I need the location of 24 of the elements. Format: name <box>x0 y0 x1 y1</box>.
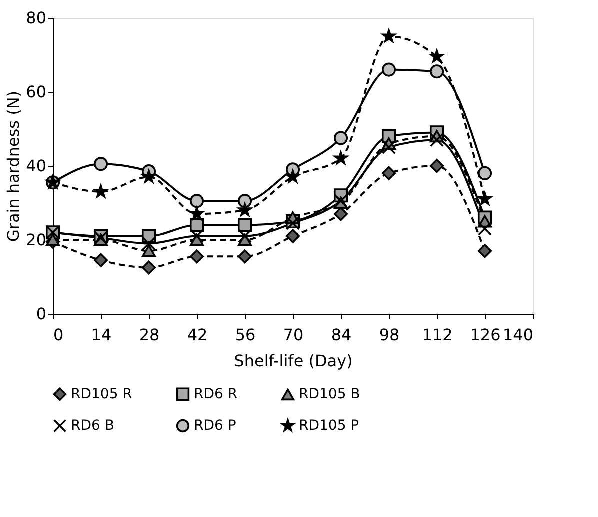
x-tick-label: 140 <box>502 326 534 344</box>
x-tick-label: 56 <box>235 326 256 344</box>
y-tick-label: 0 <box>36 304 46 324</box>
x-tick-label: 112 <box>422 326 453 344</box>
x-tick-label: 98 <box>379 326 400 344</box>
legend-label: RD105 P <box>299 418 360 434</box>
y-tick-label: 40 <box>26 156 46 176</box>
x-tick-label: 42 <box>187 326 208 344</box>
legend-label: RD105 R <box>71 386 133 402</box>
y-axis-title: Grain hardness (N) <box>4 90 24 242</box>
legend-label: RD6 B <box>71 418 114 434</box>
y-tick-label: 60 <box>26 82 46 102</box>
y-tick-label: 20 <box>26 230 46 250</box>
legend-label: RD6 P <box>194 418 236 434</box>
x-tick-label: 126 <box>470 326 501 344</box>
x-axis-title: Shelf-life (Day) <box>234 352 353 370</box>
x-tick-label: 0 <box>54 326 64 344</box>
x-tick-label: 14 <box>91 326 112 344</box>
x-tick-label: 70 <box>283 326 304 344</box>
y-tick-label: 80 <box>26 8 46 28</box>
x-tick-label: 84 <box>331 326 352 344</box>
x-tick-label: 28 <box>139 326 160 344</box>
legend-label: RD6 R <box>194 386 238 402</box>
legend-label: RD105 B <box>299 386 360 403</box>
